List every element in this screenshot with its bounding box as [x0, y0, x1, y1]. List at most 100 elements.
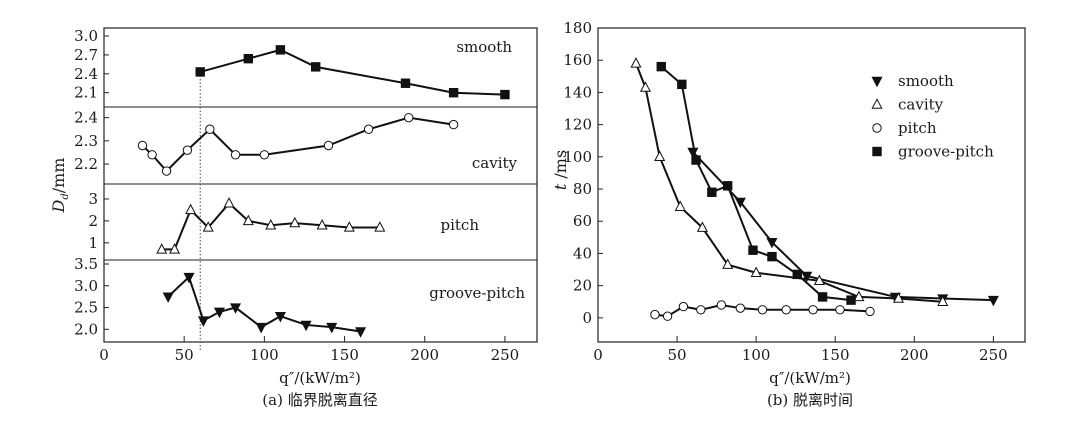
data-point-groove-pitch — [656, 61, 666, 72]
x-tick-label: 0 — [593, 346, 603, 364]
y-tick-label: 80 — [573, 180, 592, 198]
series-line-groove-pitch — [167, 275, 361, 333]
y-tick-label: 60 — [573, 212, 592, 230]
data-point-smooth — [734, 197, 746, 209]
panel-label-cavity: cavity — [472, 154, 518, 172]
data-point-cavity — [722, 258, 734, 269]
data-point-pitch — [242, 214, 254, 226]
y-tick-label: 0 — [582, 309, 592, 327]
data-point-cavity — [404, 112, 414, 123]
series-group — [630, 57, 999, 321]
data-point-cavity — [448, 119, 459, 130]
data-point-smooth — [275, 45, 286, 55]
x-axis-ticks: 0 50 100 150 200 250 — [593, 336, 1008, 364]
x-tick-label: 100 — [250, 346, 279, 364]
legend-label-pitch: pitch — [898, 119, 937, 137]
y-tick-label: 160 — [563, 51, 592, 69]
data-point-groove-pitch — [274, 312, 286, 323]
data-point-pitch — [662, 311, 673, 321]
data-point-smooth — [500, 89, 510, 100]
panel-cavity: 2.2 2.3 2.4 cavity — [74, 109, 518, 176]
y-tick-label: 2.0 — [74, 320, 98, 338]
y-tick-label: 2.1 — [74, 84, 98, 102]
data-point-cavity — [259, 150, 270, 160]
data-point-smooth — [195, 67, 205, 77]
data-point-groove-pitch — [722, 181, 733, 191]
data-point-groove-pitch — [846, 295, 856, 305]
data-point-cavity — [750, 266, 762, 277]
series-line-cavity — [141, 116, 454, 173]
x-tick-label: 200 — [410, 346, 439, 364]
legend-label-groove-pitch: groove-pitch — [898, 143, 994, 161]
x-tick-label: 50 — [668, 346, 687, 364]
data-point-groove-pitch — [792, 269, 802, 280]
y-tick-label: 120 — [563, 116, 592, 134]
data-point-pitch — [678, 301, 689, 312]
y-tick-label: 3.0 — [74, 277, 98, 295]
y-tick-label: 140 — [563, 83, 592, 101]
panel-label-groove-pitch: groove-pitch — [429, 284, 525, 302]
x-tick-label: 0 — [99, 346, 109, 364]
data-point-pitch — [650, 309, 660, 320]
legend-marker-pitch — [872, 123, 882, 133]
data-point-pitch — [289, 216, 301, 228]
legend: smooth cavity pitch groove-pitch — [871, 72, 994, 161]
legend-marker-smooth — [871, 76, 883, 88]
legend-marker-cavity — [871, 98, 883, 109]
data-point-cavity — [182, 145, 193, 155]
data-point-groove-pitch — [213, 307, 225, 319]
data-point-smooth — [448, 88, 459, 98]
data-point-cavity — [853, 290, 865, 302]
data-point-pitch — [156, 243, 168, 254]
data-point-cavity — [323, 140, 334, 151]
series-line-cavity — [635, 63, 943, 303]
data-point-groove-pitch — [707, 187, 717, 197]
chart-b: 0 20 40 60 80 100 120 140 160 180 0 50 100 150 200 250… — [551, 19, 1026, 409]
data-point-cavity — [639, 81, 651, 92]
data-point-pitch — [374, 221, 386, 232]
data-point-groove-pitch — [748, 245, 758, 255]
panel-groove-pitch: 3.5 3.0 2.5 2.0 groove-pitch — [74, 255, 525, 338]
panel-pitch: 1 2 3 pitch — [88, 190, 479, 254]
x-tick-label: 50 — [175, 346, 194, 364]
data-point-groove-pitch — [817, 292, 828, 302]
data-point-smooth — [243, 53, 254, 64]
data-point-smooth — [400, 78, 411, 88]
data-point-groove-pitch — [300, 320, 312, 332]
data-point-pitch — [343, 221, 355, 232]
caption-a: (a) 临界脱离直径 — [262, 391, 377, 409]
data-point-groove-pitch — [677, 79, 687, 90]
panel-smooth: 2.12.42.73.0 smooth — [74, 27, 512, 102]
caption-b: (b) 脱离时间 — [767, 391, 853, 409]
data-point-pitch — [185, 203, 197, 215]
legend-label-smooth: smooth — [898, 72, 954, 90]
y-axis-ticks: 0 20 40 60 80 100 120 140 160 180 — [563, 19, 603, 327]
data-point-cavity — [892, 292, 905, 303]
legend-label-cavity: cavity — [898, 96, 944, 114]
data-point-pitch — [696, 305, 706, 315]
data-point-pitch — [169, 243, 181, 254]
y-tick-label: 40 — [573, 244, 592, 262]
data-point-pitch — [316, 219, 328, 230]
data-point-pitch — [265, 219, 277, 230]
series-line-smooth — [692, 151, 994, 302]
y-axis-label: t /ms — [551, 150, 570, 190]
data-point-cavity — [147, 150, 157, 160]
y-tick-label: 3.5 — [74, 255, 98, 273]
data-point-cavity — [630, 57, 642, 68]
x-tick-label: 100 — [742, 346, 771, 364]
data-point-groove-pitch — [326, 322, 338, 334]
chart-a: 2.12.42.73.0 smooth 2.22.32.4 cavity 123… — [49, 27, 538, 409]
x-tick-label: 150 — [330, 346, 359, 364]
chart-b-frame — [597, 27, 1026, 343]
data-point-pitch — [202, 221, 214, 232]
data-point-pitch — [223, 197, 235, 208]
data-point-groove-pitch — [197, 316, 209, 327]
data-point-pitch — [835, 305, 845, 315]
data-point-cavity — [363, 124, 374, 134]
data-point-smooth — [987, 295, 999, 307]
x-axis-label: q″/(kW/m²) — [279, 369, 361, 387]
y-tick-label: 1 — [88, 234, 98, 252]
y-tick-label: 2.4 — [74, 65, 98, 83]
data-point-cavity — [937, 295, 949, 306]
